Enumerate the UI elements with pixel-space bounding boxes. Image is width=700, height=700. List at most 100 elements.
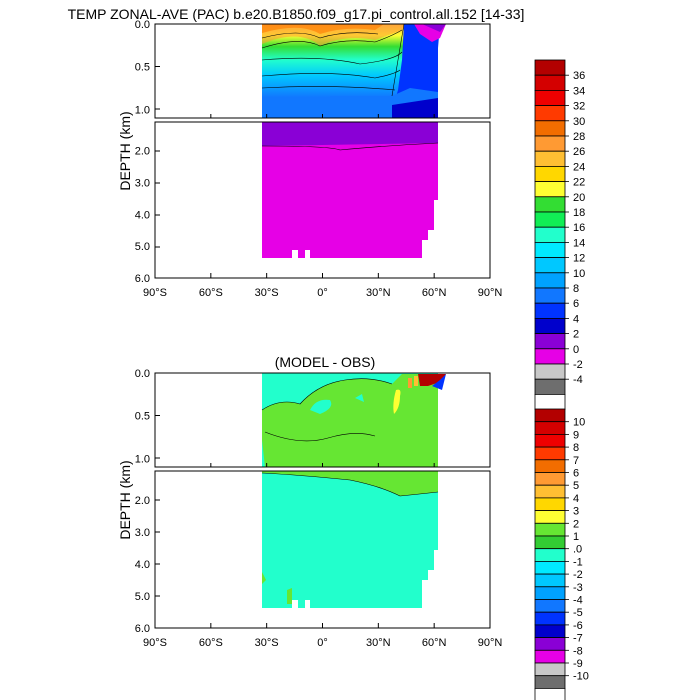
y-axis-ticks — [155, 372, 160, 597]
x-tick-label: 0° — [317, 637, 328, 649]
colorbar-swatch — [534, 573, 566, 588]
colorbar-label: -6 — [573, 620, 583, 632]
chart-title: (MODEL - OBS) — [275, 354, 376, 370]
colorbar-swatch — [534, 497, 566, 511]
colorbar-label: 8 — [573, 283, 579, 295]
colorbar-swatch — [534, 165, 566, 182]
colorbar-swatch — [534, 433, 566, 448]
colorbar-label: -10 — [573, 671, 589, 683]
x-tick-label: 30°S — [255, 287, 279, 299]
colorbar-swatch — [534, 561, 566, 575]
colorbar-label: -9 — [573, 658, 583, 670]
colorbar-swatch — [534, 287, 566, 304]
colorbar-swatch — [534, 510, 566, 524]
y-tick-label: 4.0 — [135, 559, 150, 571]
colorbar-label: -1 — [573, 556, 583, 568]
y-tick-label: 6.0 — [135, 623, 150, 635]
colorbar-label: 5 — [573, 480, 579, 492]
y-tick-label: 0.5 — [135, 411, 150, 423]
colorbar-label: 9 — [573, 429, 579, 441]
y-tick-label: 6.0 — [135, 273, 150, 285]
colorbar-label: 6 — [573, 298, 579, 310]
colorbar-swatch — [534, 257, 566, 274]
colorbar-label: 28 — [573, 131, 585, 143]
colorbar-label: 34 — [573, 85, 585, 97]
colorbar-swatch — [534, 241, 566, 258]
colorbar-label: 20 — [573, 192, 585, 204]
y-tick-label: 0.5 — [135, 62, 150, 74]
x-tick-label: 60°N — [422, 637, 447, 649]
colorbar-label: 36 — [573, 70, 585, 82]
chart-title: TEMP ZONAL-AVE (PAC) b.e20.B1850.f09_g17… — [68, 6, 525, 22]
colorbar-swatch — [534, 120, 566, 137]
colorbar-swatch — [534, 74, 566, 91]
y-axis-ticks — [155, 23, 160, 248]
colorbar-label: -2 — [573, 359, 583, 371]
colorbar-swatch — [534, 363, 566, 380]
colorbar-label: -4 — [573, 595, 583, 607]
x-tick-label: 90°N — [478, 287, 503, 299]
colorbar-swatch — [534, 472, 566, 486]
colorbar-label: 12 — [573, 253, 585, 265]
y-tick-label: 5.0 — [135, 241, 150, 253]
colorbar-label: 30 — [573, 116, 585, 128]
colorbar-swatch — [534, 599, 566, 613]
colorbar-swatch — [534, 624, 566, 639]
colorbar-swatch — [534, 421, 566, 435]
upper-fill — [261, 373, 446, 467]
colorbar-label: 22 — [573, 177, 585, 189]
colorbar-swatch — [534, 446, 566, 461]
x-tick-label: 90°S — [143, 637, 167, 649]
colorbar-swatch — [534, 317, 566, 334]
colorbar-swatch — [534, 150, 566, 167]
colorbar-label: 14 — [573, 237, 585, 249]
lower-fill — [261, 122, 439, 258]
x-tick-label: 0° — [317, 287, 328, 299]
colorbar-label: 10 — [573, 417, 585, 429]
x-tick-label: 30°S — [255, 637, 279, 649]
y-tick-label: 2.0 — [135, 495, 150, 507]
colorbar-swatch — [534, 196, 566, 213]
colorbar-swatch — [534, 333, 566, 350]
colorbar-swatch — [534, 135, 566, 152]
colorbar-swatch — [534, 181, 566, 198]
y-tick-label: 4.0 — [135, 209, 150, 221]
y-tick-label: 5.0 — [135, 591, 150, 603]
x-tick-label: 60°N — [422, 287, 447, 299]
y-axis-label: DEPTH (km) — [117, 460, 133, 539]
colorbar-swatch — [534, 662, 566, 677]
colorbar-swatch — [534, 688, 566, 700]
y-tick-label: 0.0 — [135, 19, 150, 31]
colorbar-swatch — [534, 272, 566, 289]
colorbar-label: 2 — [573, 518, 579, 530]
colorbar-swatch — [534, 408, 566, 423]
colorbar-label: -4 — [573, 374, 583, 386]
colorbar-swatch — [534, 211, 566, 228]
colorbar-swatch — [534, 90, 566, 107]
colorbar-swatch — [534, 226, 566, 243]
colorbar-label: -7 — [573, 633, 583, 645]
colorbar-label: 4 — [573, 493, 579, 505]
colorbar-label: 10 — [573, 268, 585, 280]
y-tick-label: 1.0 — [135, 104, 150, 116]
colorbar-swatch — [534, 535, 566, 550]
colorbar-swatch — [534, 586, 566, 600]
colorbar-swatch — [534, 637, 566, 651]
x-axis-ticks — [154, 463, 491, 628]
y-tick-label: 1.0 — [135, 453, 150, 465]
colorbar-label: 18 — [573, 207, 585, 219]
colorbar-swatch — [534, 105, 566, 122]
x-tick-label: 90°N — [478, 637, 503, 649]
colorbar-label: 1 — [573, 531, 579, 543]
colorbar-swatch — [534, 378, 566, 395]
x-tick-label: 30°N — [366, 637, 391, 649]
colorbar-label: 4 — [573, 313, 579, 325]
colorbar-label: -3 — [573, 582, 583, 594]
colorbar-swatch — [534, 649, 566, 664]
colorbar-label: -5 — [573, 607, 583, 619]
y-tick-label: 3.0 — [135, 177, 150, 189]
x-axis-ticks — [154, 114, 491, 278]
upper-fill — [261, 23, 446, 118]
